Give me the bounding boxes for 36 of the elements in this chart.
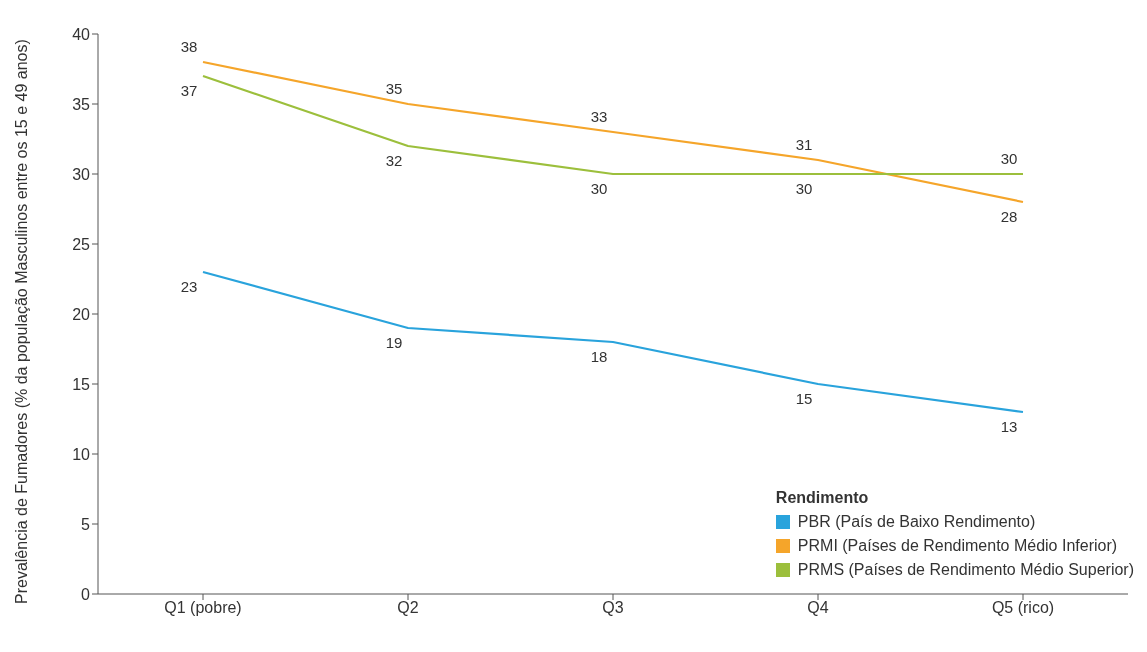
data-label: 30	[795, 180, 813, 197]
y-tick-label: 0	[81, 585, 91, 603]
x-tick-label: Q3	[602, 599, 624, 617]
data-label: 30	[1000, 150, 1018, 167]
x-tick-label: Q5 (rico)	[991, 599, 1055, 617]
data-label: 18	[590, 348, 608, 365]
data-label: 13	[1000, 418, 1018, 435]
data-label: 37	[180, 82, 198, 99]
y-tick-label: 10	[72, 445, 91, 463]
y-tick-label: 15	[72, 375, 91, 393]
y-tick-label: 35	[72, 95, 91, 113]
y-tick-label: 30	[72, 165, 91, 183]
y-axis-title: Prevalência de Fumadores (% da população Masculinos entre os 15 e 49 anos)	[12, 39, 30, 604]
data-label: 15	[795, 390, 813, 407]
data-label: 32	[385, 152, 403, 169]
x-tick-label: Q2	[397, 599, 419, 617]
data-label: 31	[795, 136, 813, 153]
y-tick-label: 40	[72, 25, 91, 43]
line-series	[201, 270, 1025, 414]
data-label: 28	[1000, 208, 1018, 225]
y-tick-label: 25	[72, 235, 91, 253]
data-label: 19	[385, 334, 403, 351]
data-label: 33	[590, 108, 608, 125]
data-label: 23	[180, 278, 198, 295]
x-tick-label: Q4	[807, 599, 829, 617]
line-series	[201, 60, 1025, 204]
data-label: 35	[385, 80, 403, 97]
legend-label: PBR (País de Baixo Rendimento)	[797, 513, 1036, 531]
legend-label: PRMS (Países de Rendimento Médio Superior)	[797, 561, 1134, 579]
y-tick-label: 20	[72, 305, 91, 323]
data-label: 38	[180, 38, 198, 55]
legend-label: PRMI (Países de Rendimento Médio Inferior)	[797, 537, 1118, 555]
legend-title: Rendimento	[775, 489, 870, 507]
y-tick-label: 5	[81, 515, 91, 533]
x-tick-label: Q1 (pobre)	[164, 599, 242, 617]
data-label: 30	[590, 180, 608, 197]
